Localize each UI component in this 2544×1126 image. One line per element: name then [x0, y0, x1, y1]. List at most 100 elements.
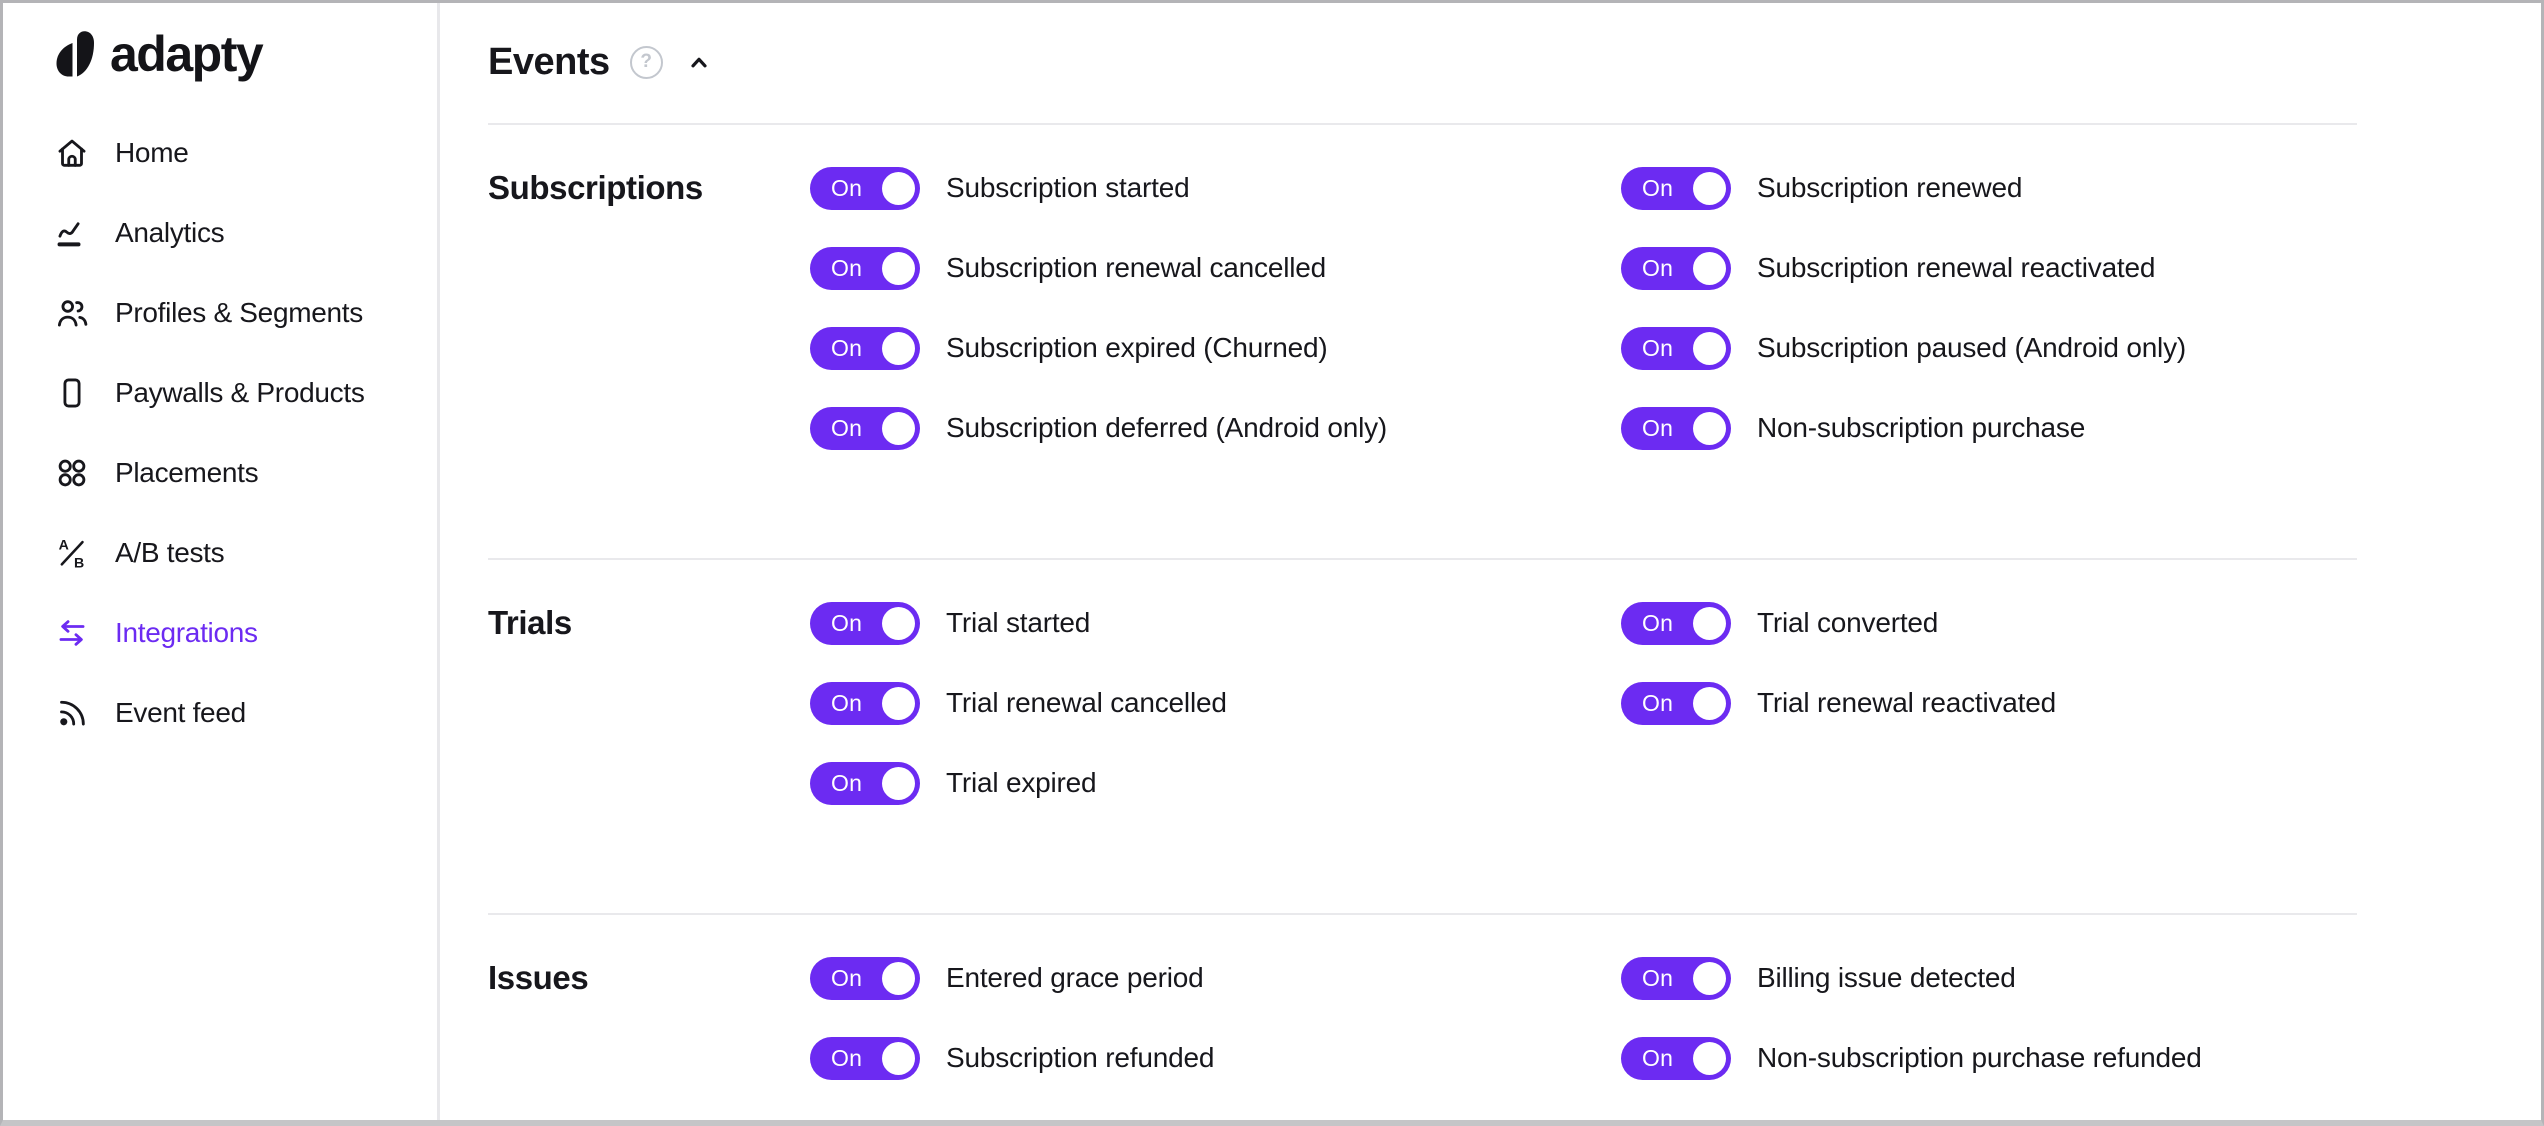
sidebar-item-placements[interactable]: Placements [3, 433, 437, 513]
event-toggle[interactable]: On [810, 406, 920, 450]
sidebar-item-label: Home [115, 137, 189, 168]
toggle-on-label: On [1642, 609, 1674, 636]
profiles-segments-icon [55, 296, 89, 330]
event-toggle[interactable]: On [810, 246, 920, 290]
events-header: Events ? [488, 3, 2357, 91]
event-toggle[interactable]: On [810, 601, 920, 645]
event-toggle-label: Entered grace period [946, 962, 1204, 993]
svg-text:B: B [74, 556, 84, 570]
event-toggle[interactable]: On [1621, 246, 1731, 290]
toggle-column-left: On Trial started On Trial renewal cancel… [810, 583, 1621, 823]
svg-text:A: A [59, 538, 69, 554]
events-sections: Subscriptions On Subscription started On… [488, 123, 2357, 1120]
home-icon [55, 136, 89, 170]
event-toggle-row-subscription-started: On Subscription started [810, 148, 1621, 228]
toggle-knob [882, 961, 915, 995]
event-toggle[interactable]: On [810, 681, 920, 725]
collapse-events-button[interactable] [686, 49, 712, 75]
event-toggle[interactable]: On [1621, 681, 1731, 725]
sidebar-item-label: Profiles & Segments [115, 297, 363, 328]
sidebar-item-paywalls-products[interactable]: Paywalls & Products [3, 353, 437, 433]
event-toggle-label: Subscription renewal reactivated [1757, 252, 2156, 283]
sidebar-item-label: Integrations [115, 617, 258, 648]
toggle-on-label: On [1642, 414, 1674, 441]
toggle-on-label: On [1642, 174, 1674, 201]
event-toggle-row-entered-grace-period: On Entered grace period [810, 938, 1621, 1018]
event-toggle[interactable]: On [1621, 1036, 1731, 1080]
section-title: Issues [488, 959, 589, 996]
event-toggle-label: Non-subscription purchase [1757, 412, 2086, 443]
toggle-column-right: On Subscription renewed On Subscription … [1621, 148, 2357, 468]
event-toggle-row-subscription-renewal-cancelled: On Subscription renewal cancelled [810, 228, 1621, 308]
toggle-on-label: On [1642, 964, 1674, 991]
toggle-column-right: On Trial converted On Trial renewal reac… [1621, 583, 2357, 743]
toggle-knob [1693, 686, 1726, 720]
analytics-icon [55, 216, 89, 250]
event-toggle-label: Subscription renewal cancelled [946, 252, 1326, 283]
event-toggle[interactable]: On [810, 956, 920, 1000]
section-issues: Issues On Entered grace period On Subscr… [488, 913, 2357, 1120]
page-title: Events [488, 41, 610, 83]
event-toggle[interactable]: On [810, 326, 920, 370]
toggle-knob [882, 686, 915, 720]
toggle-knob [882, 411, 915, 445]
section-trials: Trials On Trial started On Trial renewal… [488, 558, 2357, 913]
toggle-knob [1693, 251, 1726, 285]
event-toggle[interactable]: On [1621, 406, 1731, 450]
event-toggle-row-subscription-renewal-reactivated: On Subscription renewal reactivated [1621, 228, 2357, 308]
toggle-on-label: On [1642, 254, 1674, 281]
sidebar-item-event-feed[interactable]: Event feed [3, 673, 437, 753]
event-toggle-label: Trial expired [946, 767, 1097, 798]
toggle-on-label: On [1642, 689, 1674, 716]
sidebar-item-integrations[interactable]: Integrations [3, 593, 437, 673]
placements-icon [55, 456, 89, 490]
event-toggle-label: Trial renewal reactivated [1757, 687, 2056, 718]
event-toggle-label: Billing issue detected [1757, 962, 2016, 993]
event-feed-icon [55, 696, 89, 730]
toggle-on-label: On [831, 254, 863, 281]
sidebar-item-label: Event feed [115, 697, 246, 728]
event-toggle-label: Trial started [946, 607, 1091, 638]
event-toggle-row-trial-expired: On Trial expired [810, 743, 1621, 823]
event-toggle-row-non-subscription-purchase-refunded: On Non-subscription purchase refunded [1621, 1018, 2357, 1098]
event-toggle[interactable]: On [810, 166, 920, 210]
event-toggle[interactable]: On [1621, 956, 1731, 1000]
help-icon[interactable]: ? [629, 45, 663, 79]
toggle-knob [1693, 606, 1726, 640]
toggle-column-left: On Subscription started On Subscription … [810, 148, 1621, 468]
paywalls-products-icon [55, 376, 89, 410]
toggle-column-left: On Entered grace period On Subscription … [810, 938, 1621, 1098]
adapty-logo-mark-icon [56, 31, 94, 77]
toggle-on-label: On [831, 769, 863, 796]
event-toggle-row-trial-renewal-reactivated: On Trial renewal reactivated [1621, 663, 2357, 743]
toggle-on-label: On [831, 609, 863, 636]
sidebar: adapty Home Analytics Profiles & Segment… [3, 3, 440, 1120]
sidebar-item-home[interactable]: Home [3, 113, 437, 193]
event-toggle-row-subscription-renewed: On Subscription renewed [1621, 148, 2357, 228]
integrations-icon [55, 616, 89, 650]
event-toggle-row-non-subscription-purchase: On Non-subscription purchase [1621, 388, 2357, 468]
sidebar-item-analytics[interactable]: Analytics [3, 193, 437, 273]
sidebar-item-label: Paywalls & Products [115, 377, 365, 408]
toggle-knob [882, 766, 915, 800]
toggle-on-label: On [831, 1044, 863, 1071]
main-content: Events ? Subscriptions On Subscription s… [440, 3, 2541, 1120]
event-toggle[interactable]: On [1621, 601, 1731, 645]
toggle-knob [882, 1041, 915, 1075]
toggle-knob [882, 251, 915, 285]
toggle-knob [1693, 1041, 1726, 1075]
event-toggle[interactable]: On [810, 761, 920, 805]
event-toggle[interactable]: On [1621, 326, 1731, 370]
sidebar-item-profiles-segments[interactable]: Profiles & Segments [3, 273, 437, 353]
event-toggle[interactable]: On [1621, 166, 1731, 210]
event-toggle[interactable]: On [810, 1036, 920, 1080]
event-toggle-label: Subscription renewed [1757, 172, 2023, 203]
section-title: Trials [488, 604, 572, 641]
toggle-on-label: On [1642, 334, 1674, 361]
adapty-logo[interactable]: adapty [55, 23, 437, 85]
toggle-knob [1693, 171, 1726, 205]
sidebar-item-label: Placements [115, 457, 259, 488]
